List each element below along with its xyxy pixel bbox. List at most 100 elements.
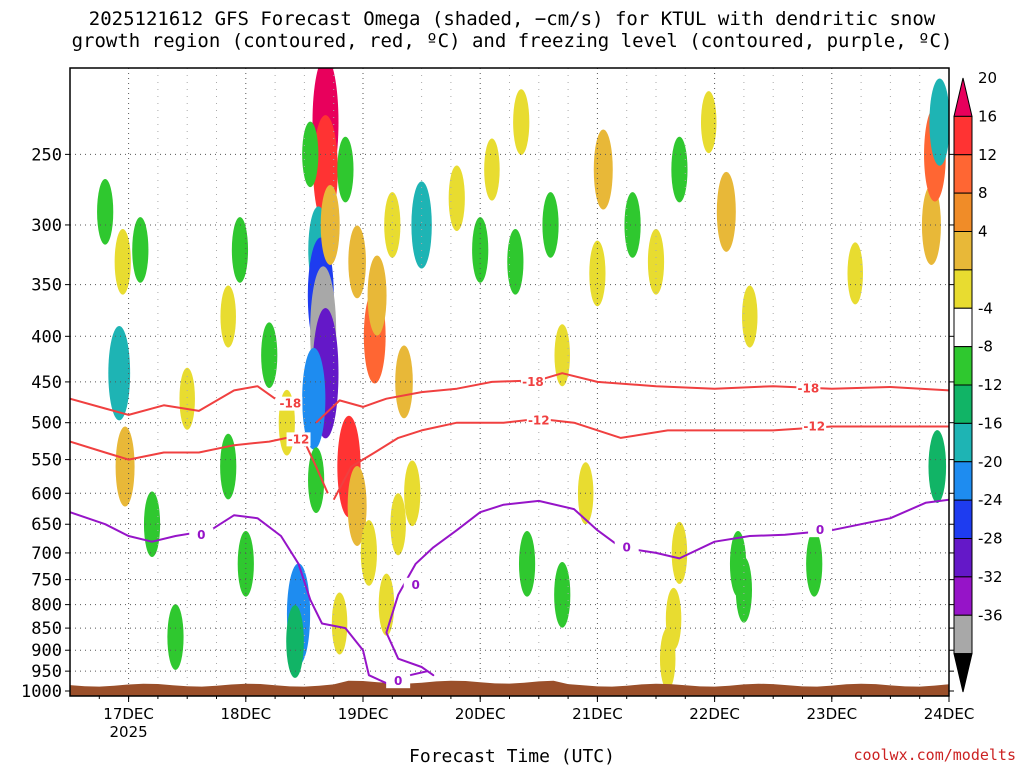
omega-cell xyxy=(114,229,131,295)
colorbar-label: -8 xyxy=(978,338,993,356)
colorbar-label: 4 xyxy=(978,223,988,241)
credit-link[interactable]: coolwx.com/modelts xyxy=(853,746,1016,764)
colorbar-label: -12 xyxy=(978,376,1003,394)
omega-cell xyxy=(378,573,395,636)
contour-label: -12 xyxy=(288,432,310,446)
contour-label-bg xyxy=(526,413,551,428)
contour-label: -18 xyxy=(798,382,820,396)
colorbar-segment xyxy=(953,461,973,501)
omega-cell xyxy=(331,592,348,655)
colorbar-label: -4 xyxy=(978,299,993,317)
omega-cell xyxy=(220,285,236,348)
omega-cell xyxy=(132,217,149,283)
omega-cell xyxy=(308,447,325,513)
omega-shading xyxy=(97,68,949,690)
y-tick-label: 350 xyxy=(31,276,62,296)
terrain xyxy=(70,680,949,696)
colorbar-label: -36 xyxy=(978,606,1003,624)
colorbar-segment xyxy=(953,77,973,117)
omega-cell xyxy=(179,367,195,430)
contour-label-bg xyxy=(520,374,545,389)
contour-label: 0 xyxy=(623,540,631,554)
omega-cell xyxy=(115,426,135,507)
omega-cell xyxy=(360,520,377,586)
x-tick-label: 19DEC xyxy=(338,705,389,723)
colorbar-segment xyxy=(953,192,973,232)
omega-cell xyxy=(554,562,571,628)
colorbar-segment xyxy=(953,231,973,271)
omega-cell xyxy=(347,465,367,546)
colorbar-segment xyxy=(953,538,973,578)
y-tick-label: 500 xyxy=(31,414,62,434)
colorbar-label: -32 xyxy=(978,568,1003,586)
contour-label: -12 xyxy=(803,420,825,434)
omega-cell xyxy=(261,322,278,388)
x-tick-label: 20DEC xyxy=(455,705,506,723)
contours: -18 -18 -18 -12 -12 -12 0 0 0 0 0 xyxy=(70,372,949,689)
omega-cell xyxy=(143,491,161,558)
colorbar-segment xyxy=(953,384,973,424)
y-tick-label: 600 xyxy=(31,484,62,504)
omega-cell xyxy=(593,129,613,210)
colorbar-label: 8 xyxy=(978,184,988,202)
colorbar-segment xyxy=(953,154,973,194)
contour-label: 0 xyxy=(197,528,205,542)
contour-label: 0 xyxy=(816,523,824,537)
contour-label: -18 xyxy=(522,375,544,389)
x-tick-label: 24DEC xyxy=(924,705,975,723)
colorbar-segment xyxy=(953,422,973,463)
chart-title: 2025121612 GFS Forecast Omega (shaded, −… xyxy=(0,8,1024,52)
colorbar-label: 12 xyxy=(978,146,997,164)
colorbar-segment xyxy=(953,614,973,655)
colorbar-label: -28 xyxy=(978,530,1003,548)
x-axis: 17DEC 18DEC 19DEC 20DEC 21DEC 22DEC 23DEC 24DEC… xyxy=(98,696,975,741)
omega-cell xyxy=(742,285,758,348)
colorbar-segment xyxy=(953,576,973,616)
y-tick-label: 750 xyxy=(31,571,62,591)
omega-cell xyxy=(735,557,753,623)
omega-cell xyxy=(472,217,489,283)
contour-minus12-line xyxy=(70,436,329,494)
colorbar-label: -16 xyxy=(978,414,1003,432)
colorbar-label: -24 xyxy=(978,491,1003,509)
y-tick-label: 1000 xyxy=(21,682,62,702)
terrain-fill xyxy=(70,680,949,696)
omega-cell xyxy=(167,604,184,670)
omega-cell xyxy=(624,192,641,258)
omega-cell xyxy=(928,430,947,503)
omega-cell xyxy=(518,531,536,597)
contour-label-bg xyxy=(802,419,827,434)
omega-cell xyxy=(384,192,401,258)
omega-cell xyxy=(337,136,354,203)
omega-cell xyxy=(921,184,941,265)
title-line-1: 2025121612 GFS Forecast Omega (shaded, −… xyxy=(88,8,936,30)
x-tick-label: 23DEC xyxy=(807,705,858,723)
colorbar-segment xyxy=(953,653,973,693)
omega-cell xyxy=(404,460,421,527)
omega-cell xyxy=(97,179,114,245)
omega-cell xyxy=(513,89,530,155)
contour-label-bg xyxy=(808,523,833,538)
contour-label: 0 xyxy=(394,674,402,688)
contour-label-bg xyxy=(403,577,428,592)
omega-cell xyxy=(302,347,326,450)
y-axis: 2503003504004505005506006507007508008509… xyxy=(21,145,954,702)
y-tick-label: 950 xyxy=(31,662,62,682)
title-line-2: growth region (contoured, red, ºC) and f… xyxy=(71,30,953,52)
omega-cell xyxy=(390,493,406,556)
contour-label-bg xyxy=(286,432,311,447)
y-tick-label: 900 xyxy=(31,641,62,661)
contour-0-line xyxy=(70,498,949,685)
omega-cell xyxy=(554,324,570,387)
colorbar-segment xyxy=(953,115,973,156)
omega-cell xyxy=(659,627,676,690)
omega-cell xyxy=(108,326,131,421)
omega-cell xyxy=(395,345,413,419)
omega-cell xyxy=(647,229,665,295)
omega-cell xyxy=(231,217,249,283)
contour-label-bg xyxy=(796,381,821,396)
contour-label-bg xyxy=(386,674,411,689)
x-tick-label: 22DEC xyxy=(689,705,740,723)
omega-cell xyxy=(348,225,366,299)
